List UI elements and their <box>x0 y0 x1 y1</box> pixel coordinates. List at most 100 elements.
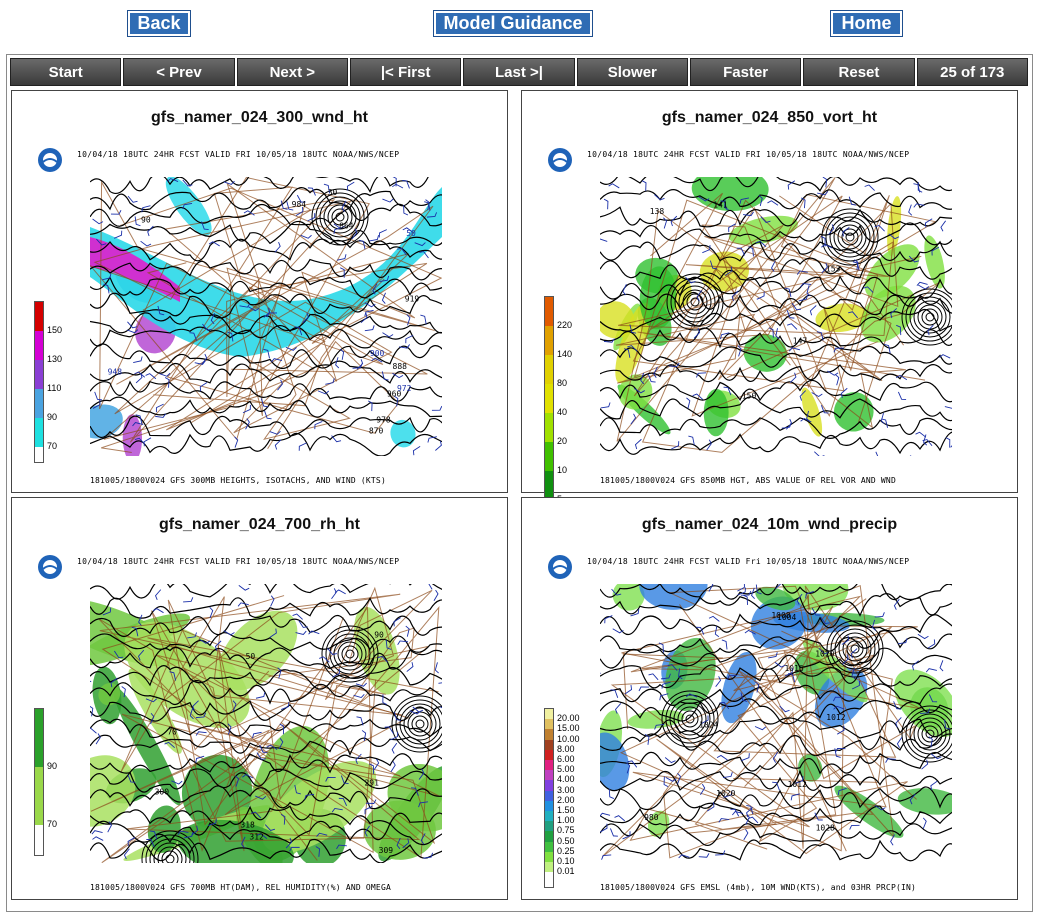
legend-label: 3.00 <box>557 784 575 795</box>
weather-map[interactable]: 980 1012 1020 1004 1028 1016 1024 1008 1020 1012 <box>600 584 952 863</box>
wind-barb <box>325 777 336 782</box>
faster-button[interactable]: Faster <box>689 58 802 86</box>
height-contour <box>600 364 952 383</box>
wind-barb <box>192 700 199 711</box>
wind-barb <box>263 348 270 359</box>
start-button[interactable]: Start <box>10 58 122 86</box>
legend-label: 40 <box>557 407 568 417</box>
wind-barb <box>662 217 668 229</box>
wind-barb <box>939 660 944 672</box>
wind-barb <box>431 405 442 411</box>
panel-footer: 181005/1800V024 GFS 300MB HEIGHTS, ISOTA… <box>90 476 386 485</box>
height-contour <box>600 647 952 671</box>
wind-barb <box>840 387 848 398</box>
wind-barb <box>623 348 631 358</box>
contour-label: 870 <box>369 427 384 436</box>
wind-barb <box>381 371 389 381</box>
low-pressure-contour <box>670 277 720 327</box>
height-contour <box>90 238 442 262</box>
height-contour <box>600 613 952 636</box>
wind-barb <box>768 652 778 659</box>
wind-barb <box>199 638 211 644</box>
height-contour <box>600 291 952 316</box>
wind-barb <box>133 356 143 363</box>
wind-barb <box>698 853 710 858</box>
last-button[interactable]: Last >| <box>463 58 575 86</box>
legend-label: 130 <box>47 354 63 364</box>
wind-barb <box>361 730 367 742</box>
wind-barb <box>279 723 285 735</box>
coastline <box>121 599 441 854</box>
wind-barb <box>177 830 189 836</box>
wind-barb <box>356 716 364 726</box>
wind-barb <box>604 615 613 624</box>
wind-barb <box>746 804 754 815</box>
wind-barb <box>143 437 152 447</box>
reset-button[interactable]: Reset <box>803 58 915 86</box>
wind-barb <box>638 686 649 692</box>
wind-barb <box>285 346 297 351</box>
back-button[interactable]: Back <box>127 10 191 37</box>
height-contour <box>600 802 952 826</box>
low-pressure-contour <box>157 846 183 863</box>
wind-barb <box>809 305 817 316</box>
contour-label: 147 <box>793 337 808 346</box>
wind-barb <box>842 654 849 665</box>
wind-barb <box>351 228 358 240</box>
contour-label: 153 <box>826 265 841 274</box>
shaded-region <box>363 800 436 860</box>
wind-barb <box>723 790 733 798</box>
contour-label: 50 <box>406 229 416 238</box>
low-pressure-contour <box>329 633 371 675</box>
wind-barb <box>724 199 729 211</box>
low-pressure-contour <box>913 300 947 334</box>
legend-swatch <box>545 760 553 771</box>
wind-barb <box>654 194 665 201</box>
wind-barb <box>731 290 739 302</box>
home-button[interactable]: Home <box>830 10 903 37</box>
wind-barb <box>622 284 627 296</box>
wind-barb <box>127 774 136 783</box>
contour-label: 50 <box>246 652 256 661</box>
wind-barb <box>402 838 410 849</box>
wind-barb <box>201 221 209 231</box>
wind-barb <box>716 754 728 761</box>
wind-barb <box>393 711 402 721</box>
model-guidance-button[interactable]: Model Guidance <box>433 10 593 37</box>
wind-barb <box>644 733 650 745</box>
low-pressure-contour <box>845 232 855 242</box>
wind-barb <box>433 589 439 602</box>
wind-barb <box>614 815 626 822</box>
height-contour <box>90 718 442 739</box>
low-pressure-contour <box>826 620 884 678</box>
wind-barb <box>298 442 307 451</box>
wind-barb <box>821 262 828 274</box>
wind-barb <box>893 599 900 610</box>
wind-barb <box>736 247 746 256</box>
wind-barb <box>286 201 294 211</box>
wind-barb <box>137 649 145 661</box>
wind-barb <box>355 753 362 765</box>
weather-map[interactable]: 147 141 153 150 138 <box>600 177 952 456</box>
wind-barb <box>346 181 355 191</box>
low-pressure-contour <box>921 308 939 326</box>
prev-button[interactable]: < Prev <box>123 58 235 86</box>
slower-button[interactable]: Slower <box>576 58 688 86</box>
weather-map[interactable]: 291 318 300 312 309 50 90 70 <box>90 584 442 863</box>
wind-barb <box>685 693 698 698</box>
wind-barb <box>252 731 262 739</box>
noaa-logo-icon <box>38 555 62 579</box>
legend-label: 1.00 <box>557 815 575 826</box>
next-button[interactable]: Next > <box>236 58 348 86</box>
wind-barb <box>693 328 701 339</box>
first-button[interactable]: |< First <box>349 58 462 86</box>
shaded-region <box>90 404 123 439</box>
wind-barb <box>384 726 394 734</box>
height-contour <box>600 222 952 246</box>
legend-label: 70 <box>47 819 58 829</box>
contour-label: 150 <box>742 391 757 400</box>
wind-barb <box>641 180 647 191</box>
low-pressure-contour <box>165 854 175 863</box>
wind-barb <box>896 324 902 336</box>
